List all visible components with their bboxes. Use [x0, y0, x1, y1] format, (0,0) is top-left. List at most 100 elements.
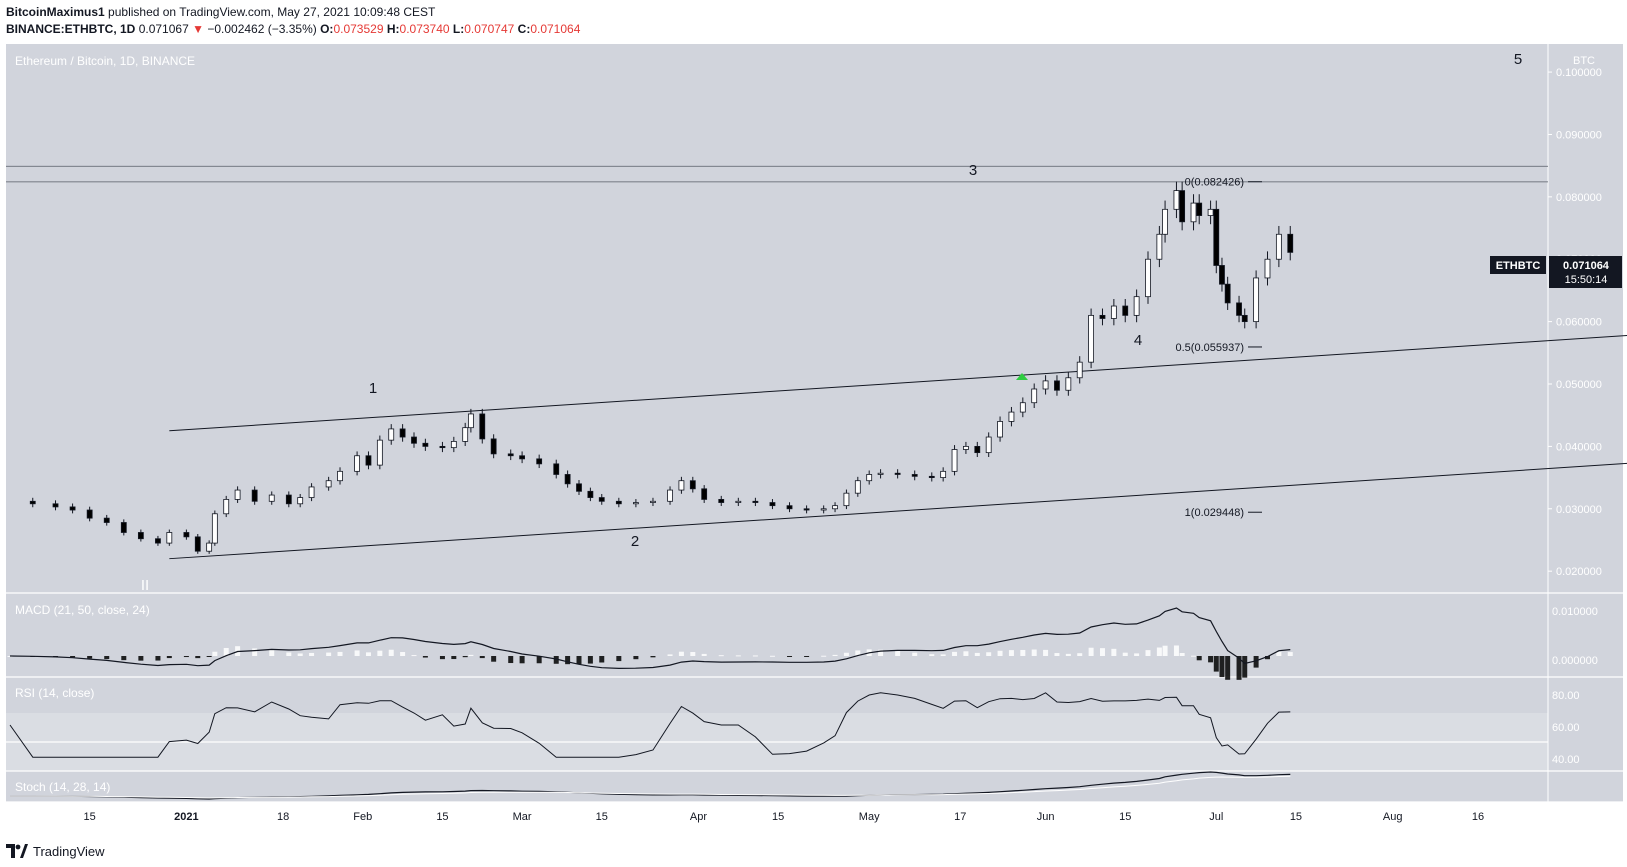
- macd-histogram-bar: [1287, 652, 1293, 656]
- candle-body: [234, 489, 241, 500]
- price-axis-background: [1548, 44, 1623, 802]
- macd-histogram-bar: [718, 655, 724, 657]
- candle-body: [337, 470, 343, 482]
- candle-body: [735, 500, 742, 503]
- candle-body: [536, 458, 543, 465]
- price-tag-value: 0.071064: [1563, 260, 1610, 272]
- candle-body: [1196, 202, 1203, 216]
- price-tag-countdown: 15:50:14: [1565, 274, 1608, 286]
- macd-tick-top: 0.010000: [1552, 606, 1598, 618]
- stoch-d-line: [10, 775, 1291, 799]
- candle-body: [223, 499, 230, 515]
- macd-histogram-bar: [252, 648, 258, 656]
- candle-body: [1054, 380, 1060, 391]
- macd-histogram-bar: [940, 654, 946, 656]
- candle-body: [1076, 361, 1083, 379]
- macd-histogram-bar: [1054, 653, 1060, 656]
- candle-body: [285, 494, 292, 505]
- open-value: 0.073529: [333, 22, 384, 36]
- time-tick-label: Jul: [1209, 811, 1223, 823]
- candle-body: [439, 445, 446, 449]
- candle-body: [701, 488, 708, 500]
- pause-marker: II: [141, 577, 149, 594]
- fib-level-label: 0.5(0.055937): [1176, 342, 1245, 354]
- candle-body: [1042, 380, 1049, 390]
- macd-histogram-bar: [804, 656, 810, 657]
- candle-body: [667, 489, 673, 502]
- macd-histogram-bar: [678, 651, 684, 656]
- macd-histogram-bar: [155, 656, 161, 661]
- chart-canvas[interactable]: 0.1000000.0900000.0800000.0700000.060000…: [0, 0, 1627, 838]
- macd-histogram-bar: [388, 649, 394, 656]
- macd-histogram-bar: [326, 652, 332, 656]
- currency-label: BTC: [1573, 55, 1595, 67]
- macd-histogram-bar: [166, 656, 172, 659]
- high-value: 0.073740: [399, 22, 450, 36]
- time-tick-label: Jun: [1037, 811, 1055, 823]
- macd-histogram-bar: [855, 650, 861, 656]
- candle-body: [1264, 258, 1271, 279]
- candle-body: [718, 499, 725, 503]
- macd-histogram-bar: [752, 655, 758, 657]
- macd-histogram-bar: [701, 653, 707, 656]
- published-text: published on TradingView.com, May 27, 20…: [108, 5, 436, 19]
- macd-histogram-bar: [1088, 647, 1094, 656]
- ohlc-line: BINANCE:ETHBTC, 1D 0.071067 ▼ −0.002462 …: [6, 22, 580, 36]
- rsi-label: RSI (14, close): [15, 686, 94, 700]
- price-tick-label: 0.050000: [1556, 379, 1602, 391]
- macd-histogram-bar: [843, 652, 849, 656]
- macd-histogram-bar: [1134, 653, 1140, 656]
- macd-histogram-bar: [974, 652, 980, 656]
- candle-body: [155, 538, 161, 544]
- candle-body: [1190, 202, 1197, 223]
- candle-body: [598, 497, 605, 502]
- macd-histogram-bar: [735, 655, 741, 657]
- candle-body: [1156, 233, 1163, 260]
- time-axis-ticks: 15 2021 18 Feb 15 Mar 15 Apr 15 May 17 Jun 15 Jul 15 Au…: [84, 811, 1485, 823]
- high-label: H:: [386, 22, 400, 36]
- macd-histogram-bar: [553, 656, 559, 664]
- candle-body: [769, 502, 776, 507]
- macd-histogram-bar: [223, 647, 229, 656]
- fib-levels: 0(0.082426) 0.5(0.055937) 1(0.029448): [1176, 177, 1262, 519]
- candle-body: [752, 500, 759, 503]
- time-tick-label: 15: [772, 811, 784, 823]
- macd-histogram-bar: [206, 656, 212, 657]
- time-tick-label: 15: [84, 811, 96, 823]
- candle-body: [951, 449, 958, 472]
- chart-background: [6, 44, 1548, 802]
- macd-histogram-bar: [1077, 653, 1083, 656]
- candle-body: [928, 475, 935, 478]
- parallel-channel: [169, 335, 1627, 560]
- candle-body: [587, 490, 594, 498]
- time-tick-label: Feb: [353, 811, 372, 823]
- macd-histogram-bar: [212, 651, 218, 656]
- candle-body: [268, 494, 275, 502]
- macd-histogram-bar: [878, 649, 884, 656]
- author-name[interactable]: BitcoinMaximus1: [6, 5, 105, 19]
- footer-brand[interactable]: TradingView: [33, 843, 105, 859]
- macd-histogram-bar: [832, 654, 838, 656]
- time-tick-label: 16: [1472, 811, 1484, 823]
- candle-body: [997, 421, 1003, 438]
- green-triangle-marker: [1016, 373, 1028, 380]
- macd-line: [9, 607, 1291, 670]
- rsi-tick-80: 80.00: [1552, 690, 1580, 702]
- price-tag: ETHBTC 0.071064 15:50:14: [1490, 256, 1622, 288]
- macd-histogram-bar: [1122, 652, 1128, 656]
- macd-histogram-bar: [821, 655, 827, 657]
- macd-histogram-bar: [769, 655, 775, 657]
- candle-body: [69, 506, 76, 511]
- macd-histogram-bar: [365, 652, 371, 656]
- price-tick-label: 0.060000: [1556, 317, 1602, 329]
- candle-body: [689, 480, 696, 490]
- candle-body: [911, 474, 918, 477]
- macd-histogram-bar: [1242, 656, 1248, 678]
- channel-line-upper: [169, 335, 1627, 432]
- macd-histogram-bar: [104, 656, 110, 660]
- time-tick-label: 18: [277, 811, 289, 823]
- open-label: O:: [320, 22, 334, 36]
- candle-body: [120, 522, 127, 533]
- macd-histogram-bar: [650, 656, 656, 658]
- candle-body: [940, 470, 947, 478]
